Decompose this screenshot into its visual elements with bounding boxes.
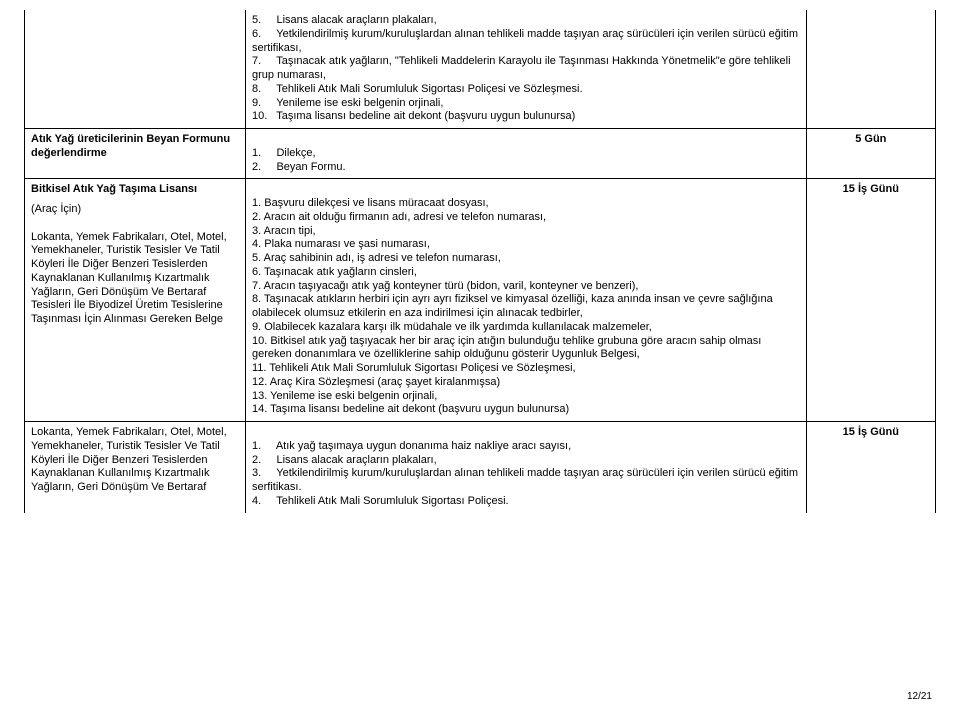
cell-service: Bitkisel Atık Yağ Taşıma Lisansı (Araç İ… (25, 179, 246, 422)
cell-requirements: 5. Lisans alacak araçların plakaları, 6.… (246, 10, 807, 129)
service-title: Bitkisel Atık Yağ Taşıma Lisansı (31, 183, 239, 197)
cell-duration: 15 İş Günü (806, 422, 935, 513)
service-desc: Lokanta, Yemek Fabrikaları, Otel, Motel,… (31, 426, 239, 495)
table-row: Bitkisel Atık Yağ Taşıma Lisansı (Araç İ… (25, 179, 936, 422)
cell-requirements: 1. Başvuru dilekçesi ve lisans müracaat … (246, 179, 807, 422)
cell-service (25, 10, 246, 129)
cell-duration: 15 İş Günü (806, 179, 935, 422)
cell-duration (806, 10, 935, 129)
page-number: 12/21 (907, 691, 932, 702)
service-desc: (Araç İçin) Lokanta, Yemek Fabrikaları, … (31, 203, 239, 327)
cell-service: Lokanta, Yemek Fabrikaları, Otel, Motel,… (25, 422, 246, 513)
cell-duration: 5 Gün (806, 129, 935, 179)
cell-requirements: 1. Atık yağ taşımaya uygun donanıma haiz… (246, 422, 807, 513)
cell-requirements: 1. Dilekçe, 2. Beyan Formu. (246, 129, 807, 179)
service-title: Atık Yağ üreticilerinin Beyan Formunu de… (31, 133, 230, 159)
document-table: 5. Lisans alacak araçların plakaları, 6.… (24, 10, 936, 513)
table-row: 5. Lisans alacak araçların plakaları, 6.… (25, 10, 936, 129)
table-row: Lokanta, Yemek Fabrikaları, Otel, Motel,… (25, 422, 936, 513)
cell-service: Atık Yağ üreticilerinin Beyan Formunu de… (25, 129, 246, 179)
table-row: Atık Yağ üreticilerinin Beyan Formunu de… (25, 129, 936, 179)
